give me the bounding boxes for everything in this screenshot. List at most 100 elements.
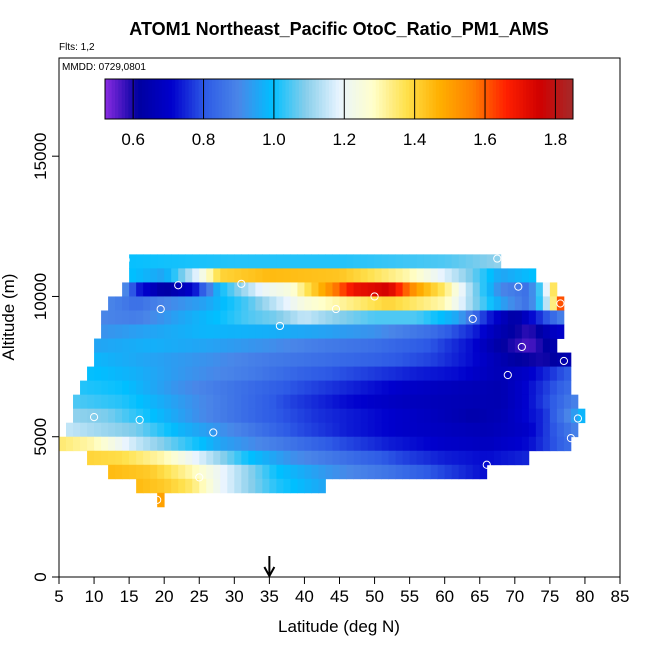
heatmap-cell (227, 324, 235, 339)
heatmap-cell (514, 310, 523, 325)
heatmap-cell (402, 254, 411, 269)
colorbar-swatch (278, 79, 283, 119)
heatmap-cell (220, 380, 228, 396)
heatmap-cell (451, 464, 460, 480)
heatmap-cell (269, 422, 277, 438)
heatmap-cell (269, 282, 277, 297)
colorbar-swatch (462, 79, 467, 119)
heatmap-cell (206, 422, 214, 438)
heatmap-cell (472, 450, 481, 466)
heatmap-cell (164, 450, 172, 466)
colorbar-swatch (546, 79, 551, 119)
heatmap-cell (269, 408, 277, 424)
heatmap-cell (458, 282, 467, 297)
heatmap-cell (143, 254, 151, 269)
heatmap-cell (556, 366, 565, 382)
heatmap-cell (528, 394, 537, 410)
heatmap-cell (430, 366, 439, 382)
heatmap-cell (269, 394, 277, 410)
heatmap-cell (535, 324, 544, 339)
heatmap-cell (458, 324, 467, 339)
colorbar-swatch (125, 79, 129, 119)
heatmap-cell (178, 436, 186, 452)
heatmap-cell (192, 282, 200, 297)
heatmap-cell (248, 394, 256, 410)
heatmap-cell (241, 408, 249, 424)
heatmap-cell (129, 394, 137, 410)
heatmap-cell (283, 436, 291, 452)
heatmap-cell (409, 450, 418, 466)
heatmap-cell (332, 450, 340, 466)
heatmap-cell (269, 338, 277, 353)
heatmap-cell (185, 338, 193, 353)
colorbar-swatch (476, 79, 480, 119)
heatmap-cell (241, 450, 249, 466)
heatmap-cell (164, 366, 172, 382)
heatmap-cell (493, 338, 502, 353)
heatmap-cell (192, 422, 200, 438)
heatmap-cell (234, 254, 242, 269)
colorbar-swatch (168, 79, 173, 119)
heatmap-cell (241, 422, 249, 438)
heatmap-cell (402, 324, 411, 339)
heatmap-cell (255, 408, 263, 424)
heatmap-cell (290, 464, 298, 480)
heatmap-cell (521, 352, 530, 367)
heatmap-cell (325, 310, 333, 325)
heatmap-cell (185, 352, 193, 367)
heatmap-cell (248, 478, 256, 494)
heatmap-cell (465, 380, 474, 396)
heatmap-cell (297, 366, 305, 382)
heatmap-cell (416, 422, 425, 438)
heatmap-cell (437, 436, 446, 452)
heatmap-cell (143, 394, 151, 410)
heatmap-cell (262, 268, 270, 283)
sample-point (370, 292, 379, 301)
heatmap-cell (325, 296, 333, 311)
heatmap-cell (143, 380, 151, 396)
heatmap-cell (311, 464, 319, 480)
heatmap-cell (430, 352, 439, 367)
colorbar-swatch (335, 79, 340, 119)
heatmap-cell (353, 268, 361, 283)
heatmap-cell (346, 422, 354, 438)
colorbar-swatch (516, 79, 521, 119)
heatmap-cell (311, 478, 319, 494)
colorbar-swatch (262, 79, 266, 119)
heatmap-cell (136, 366, 144, 382)
colorbar-swatch (542, 79, 547, 119)
heatmap-cell (458, 352, 467, 367)
heatmap-cell (479, 464, 488, 480)
heatmap-cell (269, 296, 277, 311)
heatmap-cell (360, 310, 368, 325)
heatmap-cell (129, 408, 137, 424)
heatmap-cell (129, 380, 137, 396)
heatmap-cell (479, 408, 488, 424)
heatmap-cell (318, 366, 326, 382)
heatmap-cell (213, 408, 221, 424)
heatmap-cell (549, 338, 558, 353)
heatmap-cell (234, 366, 242, 382)
heatmap-cell (276, 282, 284, 297)
heatmap-cell (332, 296, 340, 311)
heatmap-cell (108, 380, 116, 396)
heatmap-cell (129, 268, 137, 283)
heatmap-cell (311, 352, 319, 367)
heatmap-cell (521, 310, 530, 325)
heatmap-cell (388, 408, 396, 424)
heatmap-cell (304, 268, 312, 283)
heatmap-cell (535, 422, 544, 438)
heatmap-cell (304, 436, 312, 452)
heatmap-cells (59, 254, 586, 508)
heatmap-cell (150, 352, 158, 367)
heatmap-cell (213, 436, 221, 452)
heatmap-cell (430, 464, 439, 480)
heatmap-cell (171, 366, 179, 382)
colorbar-swatch (362, 79, 367, 119)
colorbar-swatch (469, 79, 474, 119)
heatmap-cell (374, 254, 382, 269)
x-tick-label: 75 (540, 587, 559, 606)
heatmap-cell (325, 436, 333, 452)
heatmap-cell (402, 380, 411, 396)
heatmap-cell (437, 296, 446, 311)
